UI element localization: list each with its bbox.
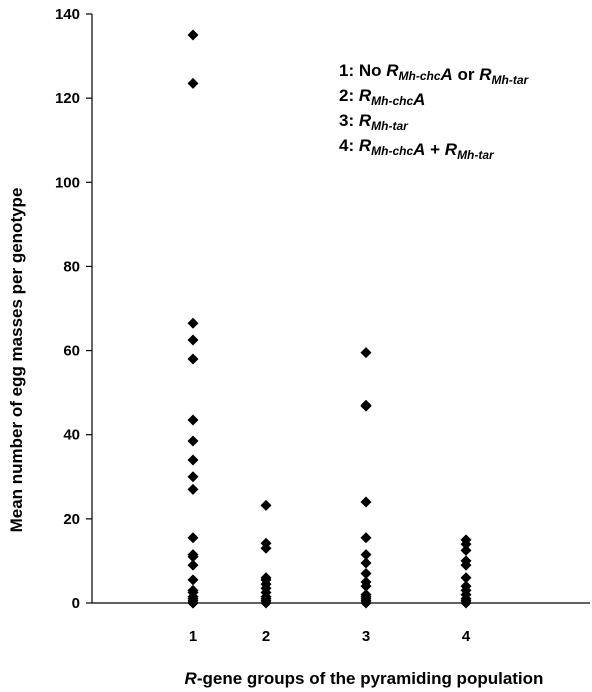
data-point-diamond — [460, 559, 472, 571]
x-axis-title: R-gene groups of the pyramiding populati… — [185, 669, 544, 688]
legend-part-prefix: 1: No — [339, 61, 386, 80]
x-tick-label: 3 — [362, 628, 370, 645]
y-tick-label: 140 — [55, 6, 80, 23]
y-tick-label: 60 — [63, 343, 80, 360]
legend-part-g1: R — [359, 111, 372, 130]
data-point-diamond — [187, 597, 199, 609]
legend-part-mid: or — [453, 65, 479, 84]
legend-part-prefix: 2: — [339, 86, 359, 105]
data-point-diamond — [460, 597, 472, 609]
data-point-diamond — [260, 499, 272, 511]
legend-part-prefix: 4: — [339, 136, 359, 155]
data-point-diamond — [360, 532, 372, 544]
legend-part-g1: R — [359, 136, 372, 155]
data-point-diamond — [360, 597, 372, 609]
y-tick-label: 80 — [63, 258, 80, 275]
legend-entry-1: 1: No RMh-chcA or RMh-tar — [339, 61, 530, 87]
x-tick-label: 2 — [262, 628, 270, 645]
legend-part-s2: Mh-tar — [492, 73, 530, 87]
data-points — [187, 29, 472, 609]
data-point-diamond — [187, 551, 199, 563]
x-ticks: 1 2 3 4 — [189, 628, 471, 645]
data-point-diamond — [187, 435, 199, 447]
data-point-diamond — [460, 538, 472, 550]
data-point-diamond — [360, 568, 372, 580]
legend-entry-2: 2: RMh-chcA — [339, 86, 425, 109]
data-point-diamond — [460, 544, 472, 556]
data-point-diamond — [360, 557, 372, 569]
x-axis-title-rest: -gene groups of the pyramiding populatio… — [197, 669, 544, 688]
legend-part-g2: R — [445, 140, 458, 159]
x-axis-title-italic: R — [185, 669, 198, 688]
data-point-diamond — [187, 454, 199, 466]
legend-part-g1: R — [386, 61, 399, 80]
legend-part-a1: A — [412, 140, 425, 159]
data-point-diamond — [260, 597, 272, 609]
data-point-diamond — [360, 549, 372, 561]
legend-part-g1: R — [359, 86, 372, 105]
legend-part-s1: Mh-chc — [399, 69, 441, 83]
data-point-diamond — [187, 471, 199, 483]
legend-part-s1: Mh-chc — [371, 94, 413, 108]
data-point-diamond — [460, 572, 472, 584]
data-point-diamond — [187, 29, 199, 41]
legend-part-mid: + — [425, 140, 444, 159]
legend-part-s2: Mh-tar — [457, 148, 495, 162]
data-point-diamond — [187, 559, 199, 571]
data-point-diamond — [260, 542, 272, 554]
y-tick-label: 20 — [63, 511, 80, 528]
legend-entry-4: 4: RMh-chcA + RMh-tar — [339, 136, 495, 162]
data-point-diamond — [360, 496, 372, 508]
legend-part-prefix: 3: — [339, 111, 359, 130]
legend-part-s1: Mh-chc — [371, 144, 413, 158]
legend-part-a1: A — [440, 65, 453, 84]
legend-part-g2: R — [479, 65, 492, 84]
data-point-diamond — [187, 574, 199, 586]
x-tick-label: 1 — [189, 628, 197, 645]
legend-part-s1: Mh-tar — [371, 119, 409, 133]
y-tick-label: 100 — [55, 174, 80, 191]
data-point-diamond — [360, 400, 372, 412]
legend-entry-3: 3: RMh-tar — [339, 111, 409, 133]
data-point-diamond — [360, 347, 372, 359]
axes — [91, 14, 590, 604]
data-point-diamond — [187, 353, 199, 365]
x-tick-label: 4 — [462, 628, 471, 645]
y-tick-label: 120 — [55, 90, 80, 107]
data-point-diamond — [187, 532, 199, 544]
data-point-diamond — [187, 77, 199, 89]
data-point-diamond — [187, 414, 199, 426]
y-axis-title: Mean number of egg masses per genotype — [7, 188, 26, 533]
data-point-diamond — [187, 334, 199, 346]
data-point-diamond — [360, 580, 372, 592]
y-tick-label: 0 — [72, 595, 80, 612]
data-point-diamond — [187, 483, 199, 495]
y-ticks: 0 20 40 60 80 100 120 140 — [55, 6, 92, 612]
data-point-diamond — [187, 317, 199, 329]
y-tick-label: 40 — [63, 427, 80, 444]
legend-part-a1: A — [412, 90, 425, 109]
